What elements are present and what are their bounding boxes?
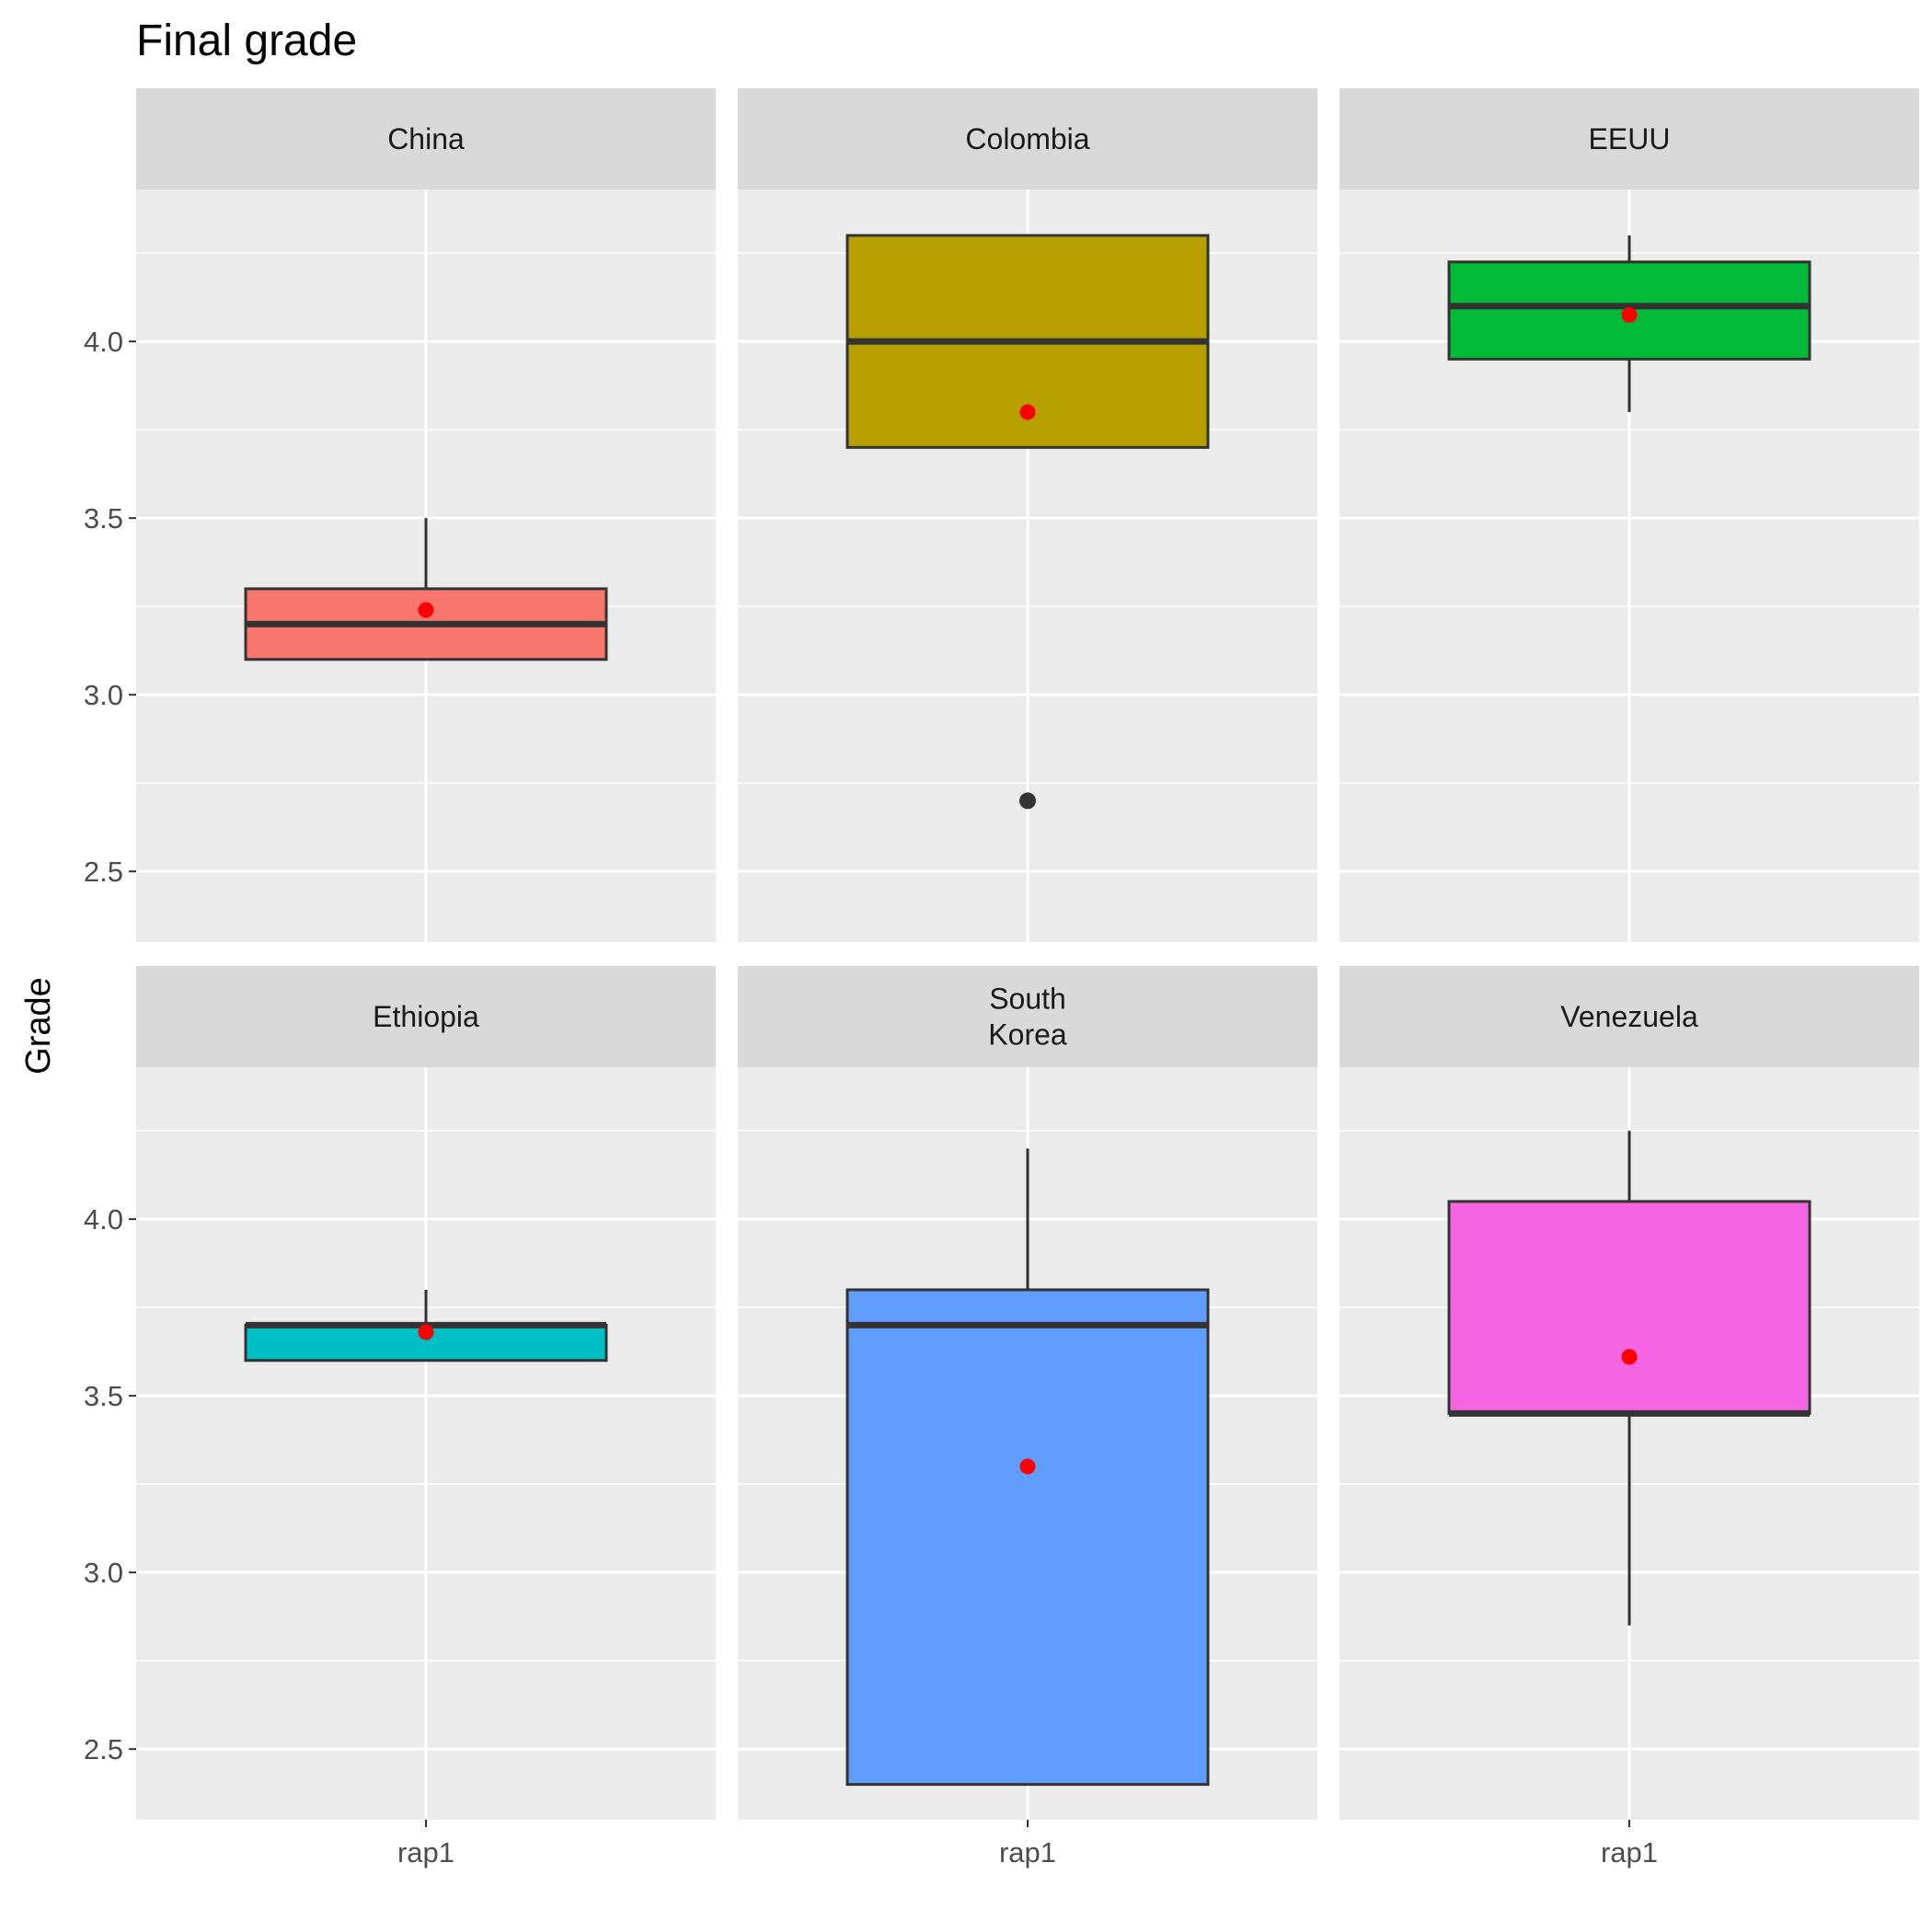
facet-strip-label: China [387, 122, 465, 155]
y-tick-label: 3.5 [84, 502, 123, 535]
y-axis-title: Grade [19, 977, 58, 1075]
box [1447, 1200, 1811, 1415]
outlier-point [1019, 792, 1036, 810]
facet-strip-label: South [989, 983, 1066, 1016]
facet-strip [1340, 88, 1919, 190]
facet-strip [136, 88, 716, 190]
y-tick-label: 2.5 [84, 856, 123, 888]
x-tick-label: rap1 [999, 1836, 1056, 1869]
facet-strip [1340, 966, 1919, 1067]
facet-strip-label: Venezuela [1560, 1000, 1698, 1033]
facet-strip [738, 966, 1317, 1067]
mean-point [1621, 306, 1638, 323]
facet-strip [738, 88, 1317, 190]
mean-point [1621, 1349, 1638, 1365]
mean-point [1019, 404, 1036, 420]
facet-panel-eeuu: EEUU [1340, 88, 1919, 942]
y-tick-label: 4.0 [84, 1203, 123, 1236]
y-tick-label: 2.5 [84, 1733, 123, 1765]
facet-panels: China 2.5 3.0 3.5 4.0 Colombia EEUU Ethiopia 2.5… [84, 88, 1919, 1869]
x-tick-label: rap1 [1601, 1836, 1658, 1869]
facet-strip [136, 966, 716, 1067]
facet-strip-label: Colombia [965, 122, 1089, 155]
box [845, 1288, 1210, 1787]
facet-panel-venezuela: Venezuela rap1 [1340, 966, 1919, 1869]
mean-point [418, 1324, 434, 1340]
mean-point [418, 602, 434, 618]
x-tick-label: rap1 [397, 1836, 454, 1869]
facet-strip-label: Korea [988, 1018, 1067, 1052]
y-tick-label: 4.0 [84, 326, 123, 358]
chart-title: Final grade [136, 17, 357, 65]
facet-panel-colombia: Colombia [738, 88, 1317, 942]
y-tick-label: 3.0 [84, 679, 123, 711]
y-tick-label: 3.5 [84, 1380, 123, 1412]
facet-strip-label: Ethiopia [373, 1000, 479, 1033]
facet-panel-china: China 2.5 3.0 3.5 4.0 [84, 88, 716, 942]
facet-panel-ethiopia: Ethiopia 2.5 3.0 3.5 4.0 rap1 [84, 966, 716, 1869]
facet-strip-label: EEUU [1589, 122, 1671, 155]
y-tick-label: 3.0 [84, 1557, 123, 1589]
mean-point [1019, 1458, 1036, 1475]
